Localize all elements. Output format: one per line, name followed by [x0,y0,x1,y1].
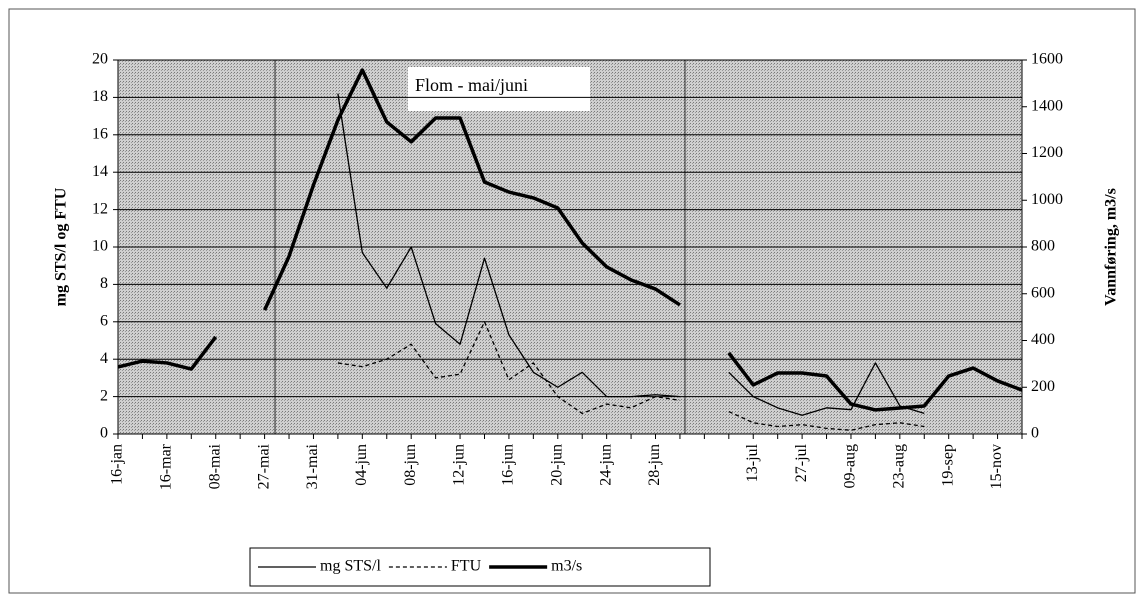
legend-label: mg STS/l [320,558,381,575]
series-line [117,68,1023,412]
y-tick-label: 10 [92,238,108,255]
x-tick-label: 16-jan [109,444,126,485]
series-line [337,321,925,431]
x-tick-label: 24-jun [597,444,614,486]
legend [249,547,711,587]
y-tick-label: 0 [100,425,108,442]
legend-label: FTU [451,558,482,575]
y-tick-label: 8 [100,275,108,292]
x-tick-label: 08-mai [206,443,223,489]
y-tick-label: 20 [92,51,108,68]
y2-tick-label: 400 [1031,331,1055,348]
y-tick-label: 2 [100,387,108,404]
x-tick-label: 27-mai [255,443,272,489]
y2-tick-label: 1400 [1031,97,1063,114]
x-tick-label: 15-nov [988,444,1005,489]
x-tick-label: 28-jun [646,444,663,486]
y2-tick-label: 1200 [1031,144,1063,161]
x-tick-label: 12-jun [451,444,468,486]
y-tick-label: 18 [92,88,108,105]
x-tick-label: 27-jul [793,443,810,482]
x-tick-label: 04-jun [353,444,370,486]
x-tick-label: 09-aug [842,444,859,488]
y2-tick-label: 600 [1031,284,1055,301]
annotation: Flom - mai/juni [415,75,528,95]
frame [8,8,1136,594]
y2-axis-title: Vannføring, m3/s [1103,188,1120,306]
y-tick-label: 14 [92,163,108,180]
x-tick-label: 16-mar [158,443,175,490]
x-tick-label: 16-jun [500,444,517,486]
x-tick-label: 13-jul [744,443,761,482]
x-tick-label: 31-mai [304,443,321,489]
x-tick-label: 20-jun [548,444,565,486]
y-tick-label: 4 [100,350,108,367]
x-tick-label: 23-aug [891,444,908,488]
y-axis-title: mg STS/l og FTU [53,187,70,306]
y2-tick-label: 0 [1031,425,1039,442]
y-tick-label: 16 [92,125,108,142]
annotation-box [408,67,590,111]
y-tick-label: 12 [92,200,108,217]
y-tick-label: 6 [100,312,108,329]
y2-tick-label: 1600 [1031,51,1063,68]
y2-tick-label: 200 [1031,378,1055,395]
x-tick-label: 08-jun [402,444,419,486]
x-tick-label: 19-sep [939,444,956,487]
series-line [337,93,925,416]
y2-tick-label: 1000 [1031,191,1063,208]
y2-tick-label: 800 [1031,238,1055,255]
legend-label: m3/s [551,558,582,575]
